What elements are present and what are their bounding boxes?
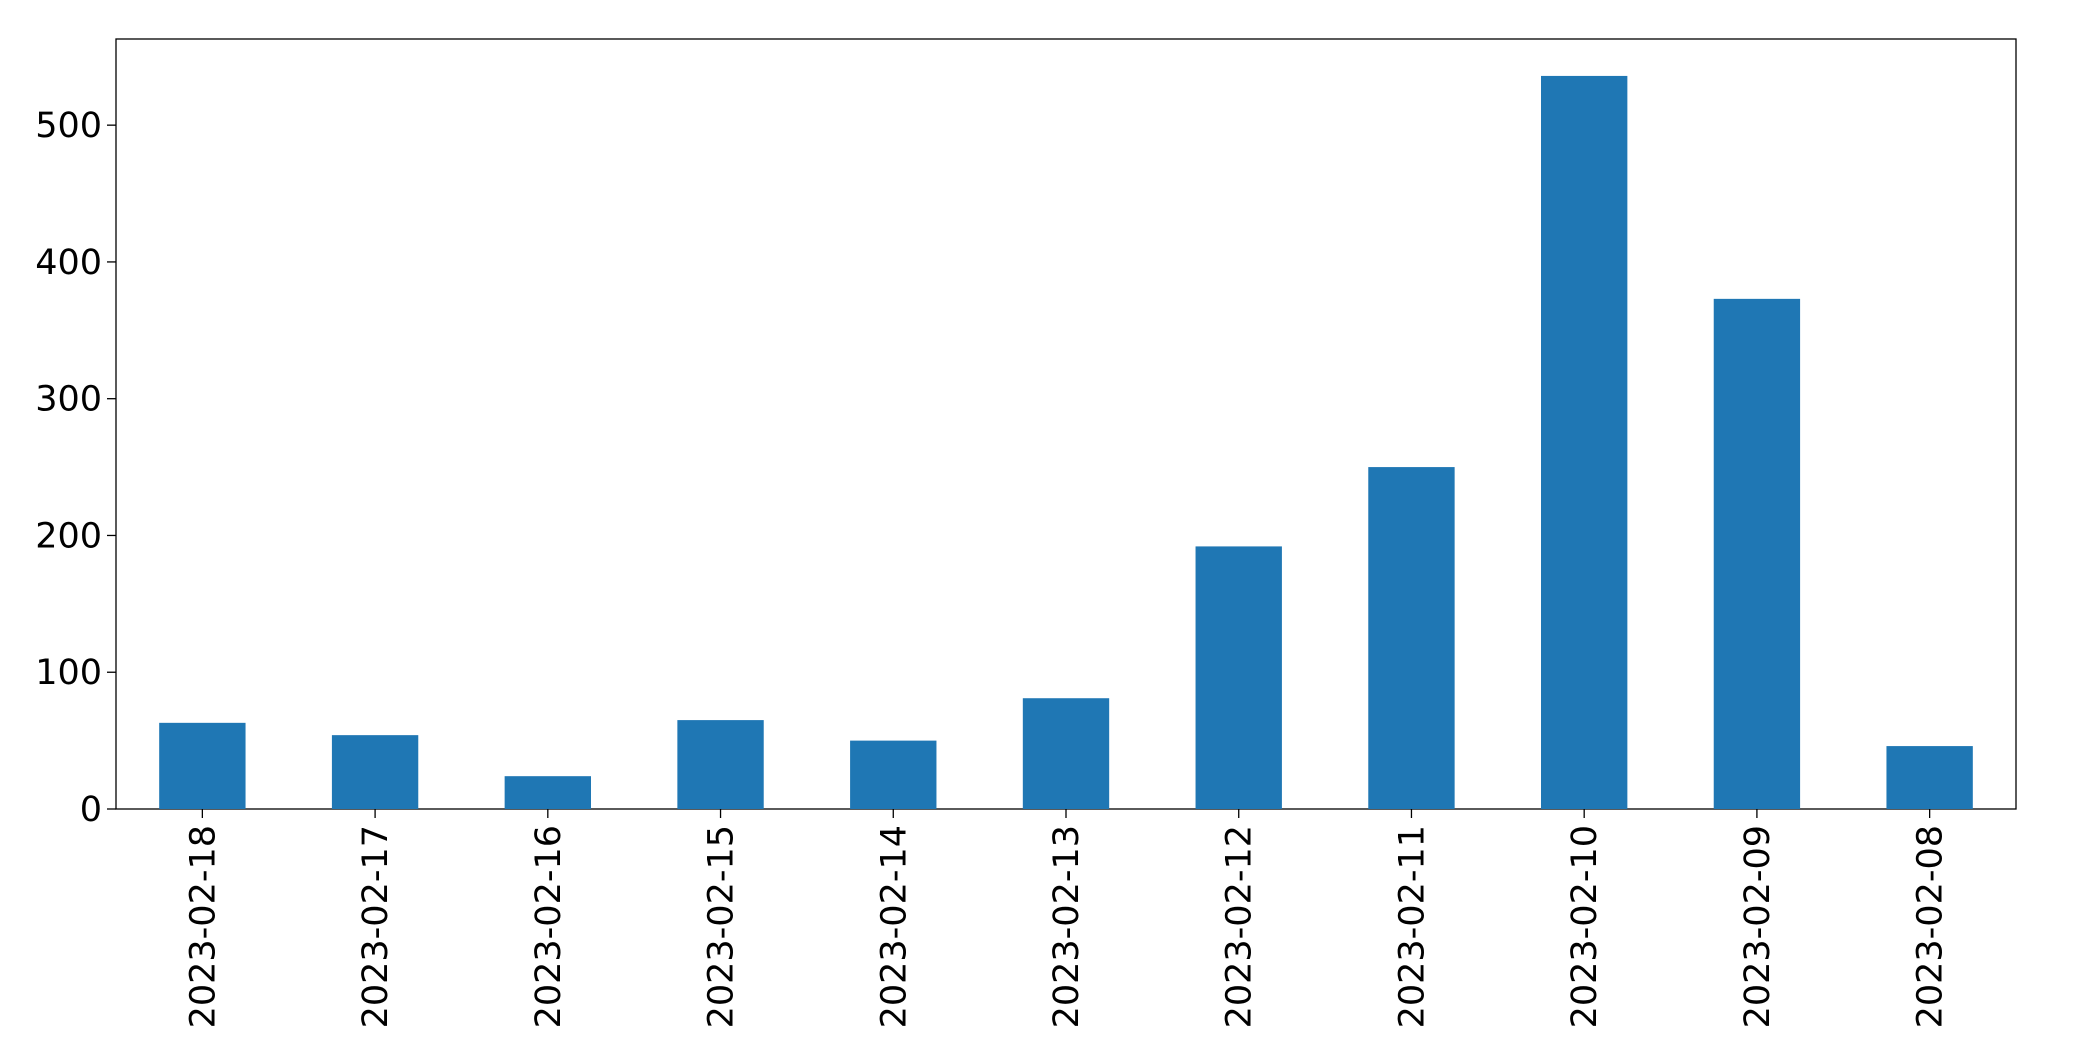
- x-tick-label: 2023-02-10: [1565, 825, 1605, 1028]
- x-tick-label: 2023-02-18: [183, 825, 223, 1028]
- bar: [850, 740, 937, 809]
- x-tick-label: 2023-02-16: [529, 825, 569, 1028]
- y-tick-label: 300: [35, 380, 102, 420]
- bar: [677, 720, 764, 809]
- bar: [504, 776, 591, 809]
- x-tick-label: 2023-02-17: [356, 825, 396, 1028]
- bar: [159, 722, 246, 809]
- y-tick-label: 100: [35, 653, 102, 693]
- bar: [1022, 698, 1110, 809]
- bar: [1886, 746, 1973, 809]
- x-tick-label: 2023-02-11: [1392, 825, 1432, 1028]
- bar: [1195, 546, 1282, 809]
- y-tick-label: 0: [80, 790, 102, 830]
- y-tick-label: 500: [35, 106, 102, 146]
- bar: [331, 735, 419, 809]
- x-tick-label: 2023-02-15: [702, 825, 742, 1028]
- y-tick-label: 200: [35, 516, 102, 556]
- x-tick-label: 2023-02-09: [1738, 825, 1778, 1028]
- bar: [1713, 298, 1801, 809]
- y-tick-label: 400: [35, 243, 102, 283]
- x-tick-label: 2023-02-08: [1911, 825, 1951, 1028]
- bar: [1368, 467, 1455, 809]
- x-tick-label: 2023-02-12: [1220, 825, 1260, 1028]
- x-tick-label: 2023-02-14: [874, 825, 914, 1028]
- x-tick-label: 2023-02-13: [1047, 825, 1087, 1028]
- bar: [1541, 75, 1628, 809]
